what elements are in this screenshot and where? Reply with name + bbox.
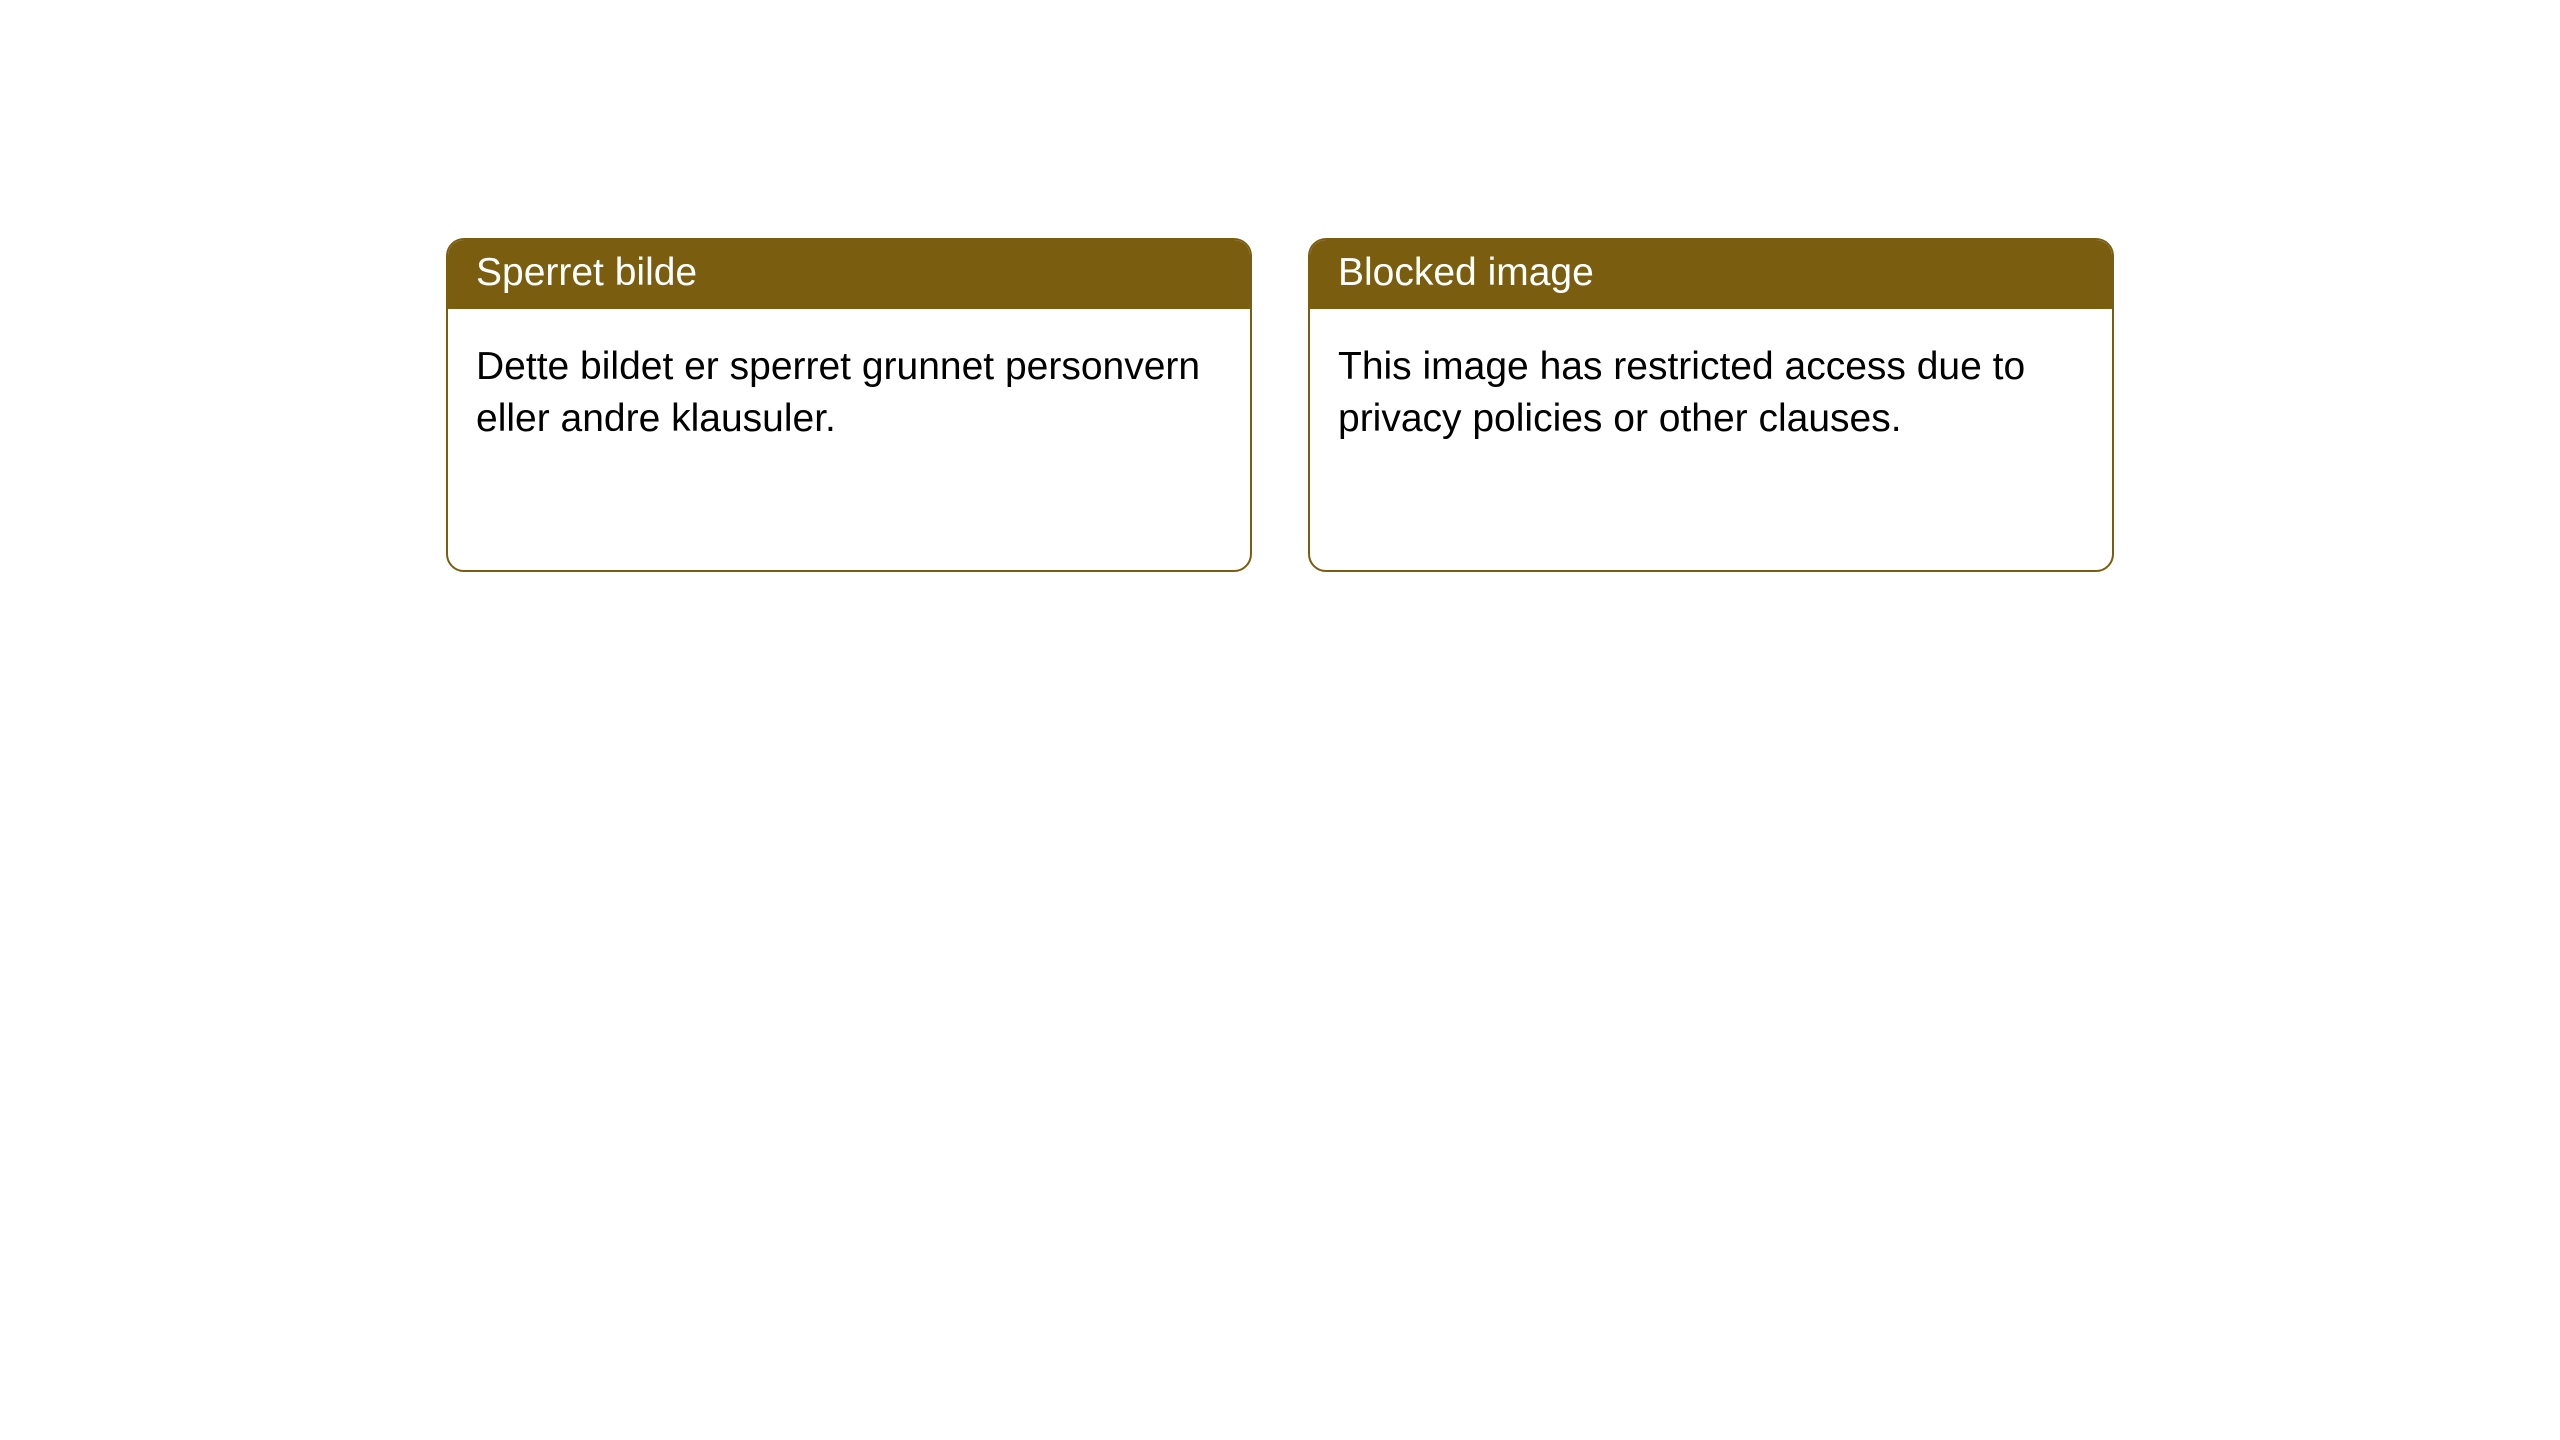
notice-header-norwegian: Sperret bilde — [448, 240, 1250, 309]
notice-text-english: This image has restricted access due to … — [1338, 345, 2025, 441]
notice-card-english: Blocked image This image has restricted … — [1308, 238, 2114, 572]
notice-title-norwegian: Sperret bilde — [476, 251, 697, 294]
notice-body-norwegian: Dette bildet er sperret grunnet personve… — [448, 309, 1250, 478]
notice-header-english: Blocked image — [1310, 240, 2112, 309]
notice-body-english: This image has restricted access due to … — [1310, 309, 2112, 478]
notice-container: Sperret bilde Dette bildet er sperret gr… — [0, 0, 2560, 572]
notice-title-english: Blocked image — [1338, 251, 1594, 294]
notice-text-norwegian: Dette bildet er sperret grunnet personve… — [476, 345, 1200, 441]
notice-card-norwegian: Sperret bilde Dette bildet er sperret gr… — [446, 238, 1252, 572]
